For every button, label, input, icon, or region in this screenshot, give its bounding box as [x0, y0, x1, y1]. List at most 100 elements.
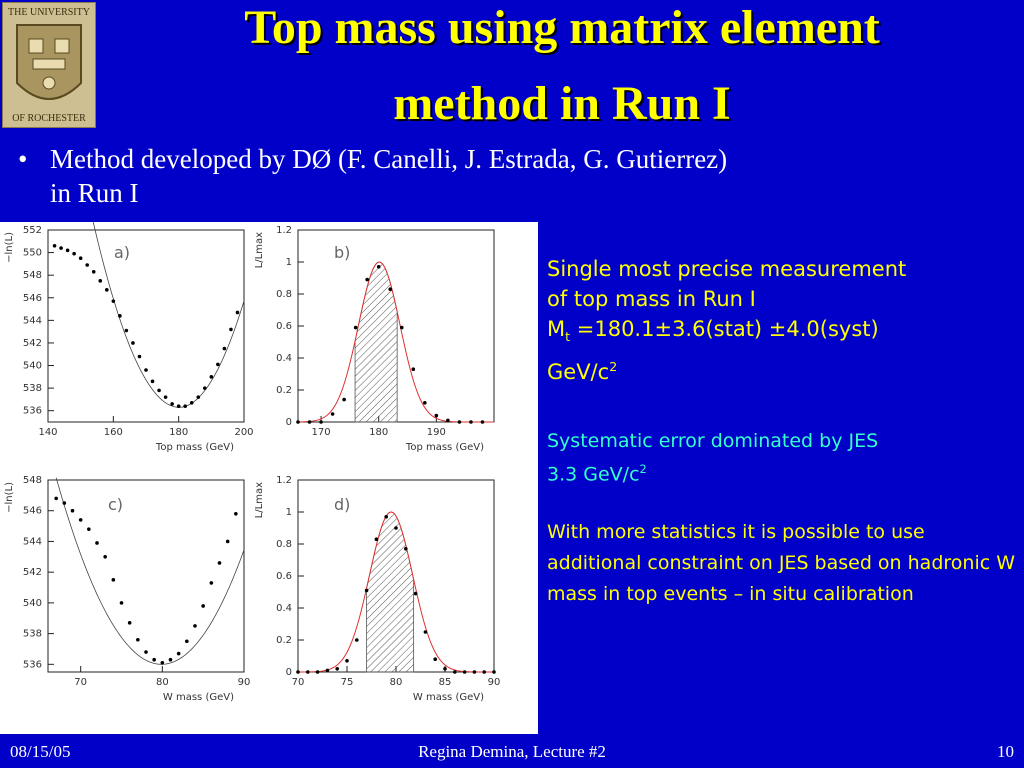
- parabola-fit-curve: [55, 477, 245, 665]
- y-tick-label: 1: [286, 507, 292, 518]
- x-axis-title: W mass (GeV): [163, 692, 234, 703]
- x-tick-label: 200: [234, 427, 253, 438]
- systematic-line2-power: 2: [639, 462, 647, 476]
- systematic-line1: Systematic error dominated by JES: [547, 430, 879, 452]
- data-point: [376, 265, 381, 269]
- data-point: [330, 412, 335, 416]
- data-point: [144, 368, 148, 372]
- y-tick-label: 548: [23, 270, 42, 281]
- data-point: [201, 604, 205, 608]
- seal-top-text: THE UNIVERSITY: [8, 7, 90, 18]
- x-tick-label: 75: [341, 677, 354, 688]
- data-point: [453, 670, 457, 674]
- systematic-line2: 3.3 GeV/c: [547, 463, 640, 486]
- y-tick-label: 0: [286, 417, 292, 428]
- panel-label: b): [334, 243, 350, 262]
- x-tick-label: 140: [38, 427, 57, 438]
- y-tick-label: 0.8: [276, 289, 292, 300]
- data-point: [388, 287, 393, 291]
- y-tick-label: 540: [23, 361, 42, 372]
- x-tick-label: 190: [427, 427, 446, 438]
- data-point: [78, 518, 83, 522]
- data-point: [216, 362, 220, 367]
- data-point: [193, 624, 197, 628]
- data-point: [399, 325, 404, 330]
- y-tick-label: 0.6: [276, 321, 292, 332]
- systematic-note: Systematic error dominated by JES 3.3 Ge…: [547, 427, 1017, 488]
- x-axis-title: Top mass (GeV): [405, 442, 484, 453]
- y-tick-label: 0.2: [276, 635, 292, 646]
- data-point: [472, 670, 477, 674]
- data-point: [157, 388, 161, 393]
- mass-unit: GeV/c: [547, 360, 610, 385]
- x-tick-label: 90: [238, 677, 251, 688]
- data-point: [342, 397, 346, 402]
- data-point: [353, 325, 358, 330]
- y-tick-label: 542: [23, 567, 42, 578]
- y-tick-label: 546: [23, 506, 42, 517]
- data-point: [137, 354, 142, 359]
- data-point: [433, 657, 438, 661]
- y-axis-title: −ln(L): [4, 232, 15, 263]
- panel-label: d): [334, 495, 350, 514]
- x-tick-label: 85: [439, 677, 452, 688]
- confidence-band: [366, 511, 415, 673]
- mass-value: =180.1±3.6(stat) ±4.0(syst): [570, 317, 879, 341]
- data-point: [87, 527, 91, 531]
- data-point: [413, 591, 418, 596]
- data-point: [176, 404, 181, 408]
- x-tick-label: 70: [292, 677, 305, 688]
- slide-title-line2: method in Run I: [393, 77, 731, 130]
- measurement-line2: of top mass in Run I: [547, 287, 756, 311]
- mass-subscript: t: [565, 329, 571, 345]
- data-point: [423, 630, 428, 634]
- data-point: [325, 668, 330, 673]
- y-tick-label: 0.4: [276, 353, 292, 364]
- gaussian-fit-curve: [297, 511, 495, 673]
- data-point: [306, 670, 310, 674]
- measurement-line1: Single most precise measurement: [547, 257, 907, 281]
- x-axis-title: Top mass (GeV): [155, 442, 234, 453]
- data-point: [480, 420, 485, 424]
- y-axis-title: L/Lmax: [254, 232, 265, 268]
- x-tick-label: 180: [369, 427, 388, 438]
- data-point: [185, 639, 189, 644]
- y-tick-label: 552: [23, 225, 42, 236]
- x-tick-label: 170: [312, 427, 331, 438]
- data-point: [345, 659, 349, 663]
- data-point: [170, 402, 174, 406]
- bullet-line2: in Run I: [50, 178, 139, 208]
- y-tick-label: 548: [23, 475, 42, 486]
- data-point: [319, 420, 323, 424]
- y-tick-label: 0.6: [276, 571, 292, 582]
- data-point: [152, 657, 156, 662]
- parabola-fit-curve: [92, 222, 245, 408]
- y-tick-label: 538: [23, 383, 42, 394]
- data-point: [296, 420, 300, 424]
- data-point: [209, 375, 214, 379]
- y-tick-label: 1.2: [276, 475, 292, 486]
- data-point: [72, 251, 76, 256]
- data-point: [144, 650, 148, 654]
- data-point: [446, 418, 450, 423]
- data-point: [222, 346, 227, 351]
- data-point: [335, 667, 340, 671]
- panel-label: a): [114, 243, 130, 262]
- x-tick-label: 80: [156, 677, 169, 688]
- x-tick-label: 160: [104, 427, 123, 438]
- panel-label: c): [108, 495, 123, 514]
- x-axis-title: W mass (GeV): [413, 692, 484, 703]
- y-tick-label: 536: [23, 406, 42, 417]
- data-point: [103, 555, 107, 559]
- data-point: [469, 420, 473, 424]
- y-tick-label: 0: [286, 667, 292, 678]
- bullet-dot: •: [18, 144, 28, 174]
- data-point: [95, 541, 99, 545]
- data-point: [217, 561, 222, 565]
- data-point: [196, 395, 201, 399]
- data-point: [136, 637, 140, 642]
- plot-frame: [47, 479, 245, 673]
- footer-date: 08/15/05: [10, 742, 71, 761]
- chart-panel-3: 70 80 90 536 538 540 542 544 546 548 W mass (GeV) −…: [4, 475, 250, 703]
- y-tick-label: 550: [23, 248, 42, 259]
